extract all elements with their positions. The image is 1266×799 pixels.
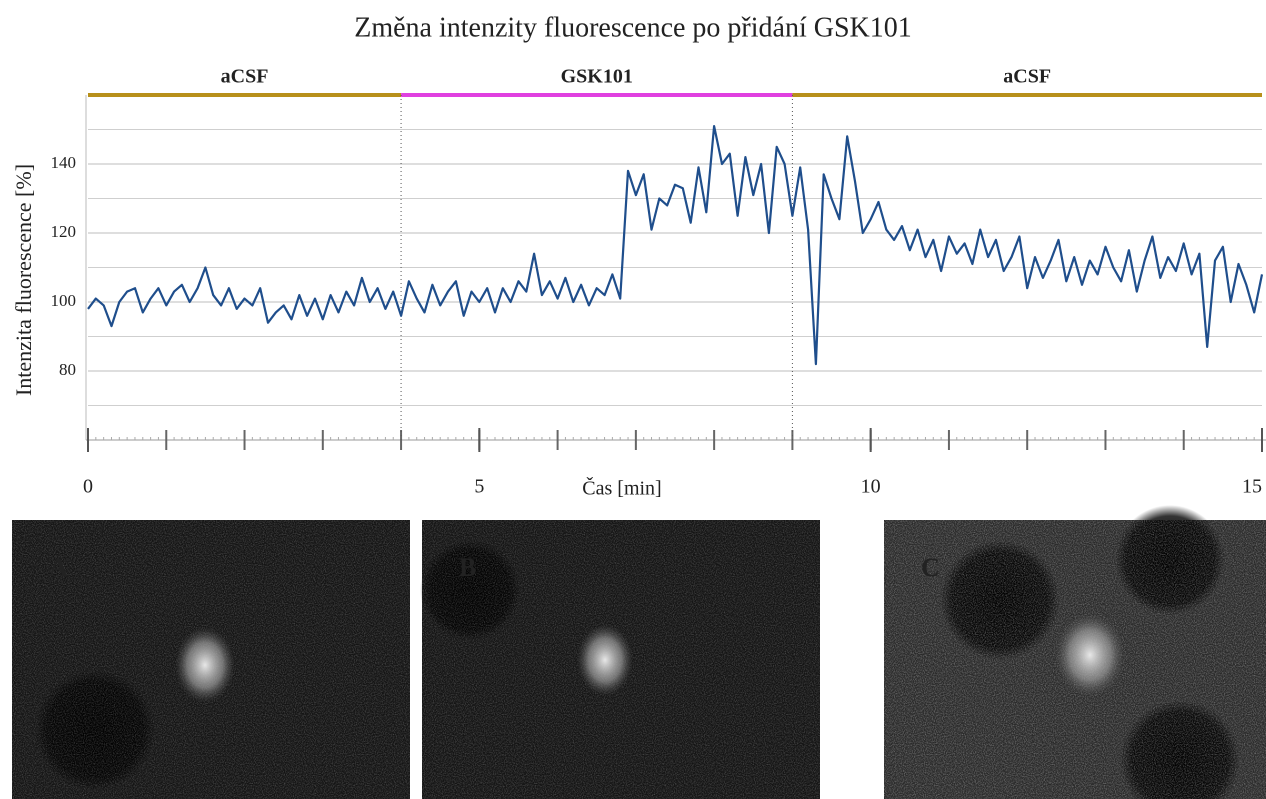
y-tick-label: 80	[59, 360, 76, 379]
x-tick-label: 15	[1242, 476, 1262, 498]
panel-label: A	[49, 553, 68, 582]
y-tick-label: 140	[51, 153, 77, 172]
y-tick-label: 120	[51, 222, 77, 241]
y-axis-label: Intenzita fluorescence [%]	[11, 164, 36, 396]
phase-label: aCSF	[221, 66, 269, 88]
x-tick-label: 0	[83, 476, 93, 498]
x-axis-label: Čas [min]	[582, 476, 661, 500]
phase-label: aCSF	[1003, 66, 1051, 88]
y-tick-label: 100	[51, 291, 77, 310]
panel-label: B	[459, 553, 476, 582]
panel-cell	[175, 627, 235, 703]
image-panels: A B C	[12, 505, 1266, 799]
x-tick-label: 10	[861, 476, 881, 498]
chart-title: Změna intenzity fluorescence po přidání …	[354, 12, 912, 43]
panel-cell	[577, 624, 633, 696]
panel-cell	[1055, 613, 1125, 697]
data-line	[87, 125, 1264, 366]
panel-label: C	[921, 553, 940, 582]
phase-label: GSK101	[561, 66, 633, 88]
x-tick-label: 5	[474, 476, 484, 498]
